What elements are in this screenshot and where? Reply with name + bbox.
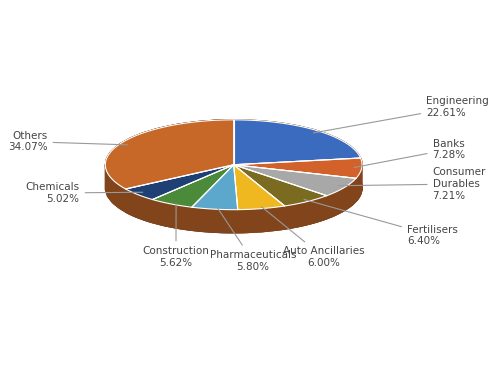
Text: Construction
5.62%: Construction 5.62% [142, 204, 210, 268]
Polygon shape [126, 189, 152, 223]
Polygon shape [126, 165, 234, 199]
Polygon shape [284, 196, 327, 229]
Text: Engineering
22.61%: Engineering 22.61% [314, 96, 489, 133]
Polygon shape [192, 207, 238, 233]
Text: Chemicals
5.02%: Chemicals 5.02% [26, 182, 142, 204]
Polygon shape [106, 120, 234, 189]
Polygon shape [106, 120, 362, 233]
Polygon shape [234, 165, 326, 206]
Text: Consumer
Durables
7.21%: Consumer Durables 7.21% [338, 167, 486, 201]
Text: Fertilisers
6.40%: Fertilisers 6.40% [304, 199, 458, 246]
Polygon shape [326, 178, 356, 219]
Polygon shape [234, 120, 360, 165]
Polygon shape [238, 206, 284, 233]
Polygon shape [192, 165, 238, 210]
Polygon shape [234, 165, 284, 210]
Polygon shape [152, 199, 192, 230]
Text: Auto Ancillaries
6.00%: Auto Ancillaries 6.00% [262, 207, 364, 268]
Polygon shape [234, 165, 356, 196]
Polygon shape [152, 165, 234, 207]
Text: Pharmaceuticals
5.80%: Pharmaceuticals 5.80% [210, 208, 296, 272]
Text: Others
34.07%: Others 34.07% [8, 131, 128, 152]
Polygon shape [234, 158, 362, 178]
Text: Banks
7.28%: Banks 7.28% [354, 138, 466, 167]
Polygon shape [106, 120, 362, 233]
Polygon shape [356, 158, 362, 201]
